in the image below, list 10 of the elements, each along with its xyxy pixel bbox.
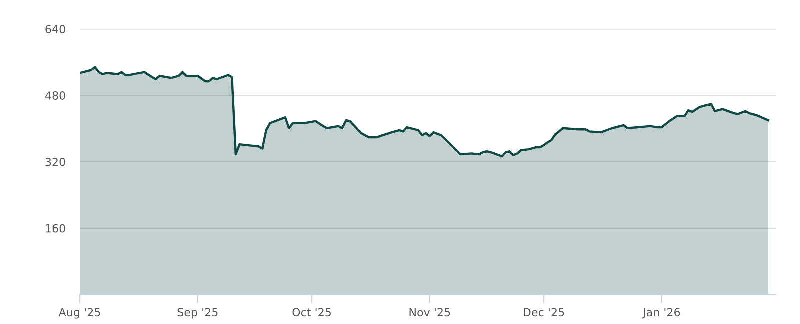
x-tick-label: Aug '25 bbox=[58, 308, 100, 319]
y-tick-label: 320 bbox=[46, 158, 66, 166]
x-tick-label: Oct '25 bbox=[292, 308, 331, 317]
x-tick-label: Jan '26 bbox=[642, 308, 680, 319]
x-tick-label: Nov '25 bbox=[410, 308, 450, 317]
x-tick-label: Sep '25 bbox=[178, 308, 218, 319]
x-tick-label: Dec '25 bbox=[524, 308, 564, 317]
y-tick-label: 640 bbox=[46, 25, 66, 34]
y-tick-label: 160 bbox=[46, 224, 66, 233]
y-tick-label: 480 bbox=[45, 92, 66, 100]
